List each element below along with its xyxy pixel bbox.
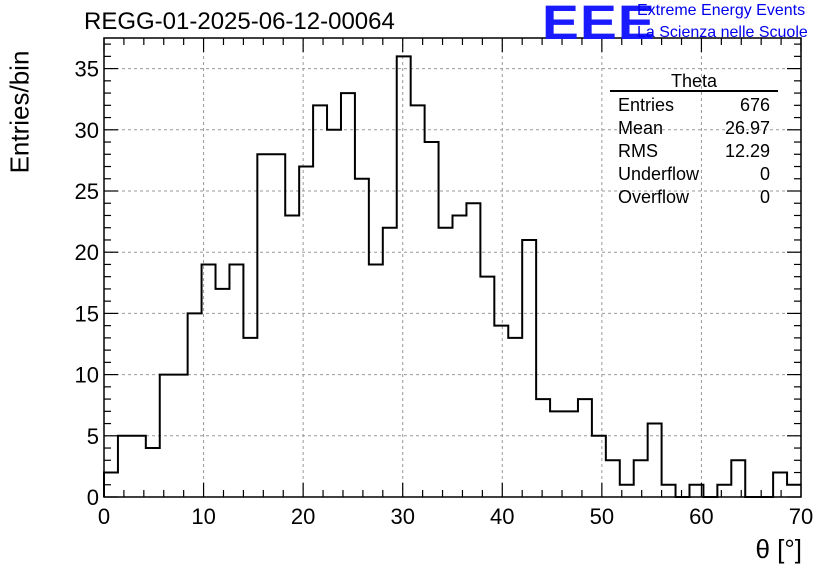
logo-line-1: Extreme Energy Events: [637, 2, 806, 19]
stats-row-overflow: Overflow 0: [610, 186, 778, 209]
x-tick-label: 30: [390, 504, 414, 529]
histogram-bin: [271, 154, 285, 497]
histogram-bin: [216, 289, 230, 497]
stats-value: 0: [759, 164, 770, 184]
stats-value: 26.97: [724, 118, 770, 138]
tick-labels: 0 10 20 30 40 50 60 70 0 5 10 15 20 25 30 35: [75, 57, 814, 529]
x-axis-label: θ [°]: [755, 534, 802, 564]
stats-label: Entries: [618, 95, 675, 115]
stats-title: Theta: [610, 72, 778, 92]
histogram-bin: [257, 154, 271, 497]
stats-row-underflow: Underflow 0: [610, 163, 778, 186]
stats-label: Underflow: [618, 164, 700, 184]
histogram-bin: [229, 264, 243, 497]
y-tick-label: 10: [75, 363, 99, 388]
histogram-bin: [466, 203, 480, 497]
y-tick-label: 25: [75, 179, 99, 204]
eee-logo: EEE: [542, 0, 656, 50]
histogram-bin: [411, 105, 425, 497]
y-tick-label: 5: [87, 424, 99, 449]
x-tick-label: 50: [590, 504, 614, 529]
y-tick-label: 15: [75, 301, 99, 326]
histogram-bin: [341, 93, 355, 497]
histogram-bin: [146, 448, 160, 497]
histogram-bin: [355, 179, 369, 497]
logo-line-2: La Scienza nelle Scuole: [637, 24, 808, 41]
histogram-bin: [397, 56, 411, 497]
stats-label: Overflow: [618, 187, 690, 207]
histogram-bin: [453, 215, 467, 497]
stats-box: Theta Entries 676 Mean 26.97 RMS 12.29 U…: [610, 72, 778, 209]
y-tick-label: 20: [75, 240, 99, 265]
y-tick-label: 35: [75, 57, 99, 82]
histogram-bin: [578, 399, 592, 497]
x-tick-label: 70: [789, 504, 813, 529]
y-tick-label: 30: [75, 118, 99, 143]
histogram-bin: [717, 485, 731, 497]
histogram-bin: [564, 411, 578, 497]
y-tick-label: 0: [87, 485, 99, 510]
stats-value: 676: [739, 95, 770, 115]
histogram-bin: [494, 326, 508, 497]
histogram-bin: [369, 264, 383, 497]
y-axis-label: Entries/bin: [4, 50, 35, 174]
axis-ticks: [103, 38, 802, 498]
stats-value: 12.29: [724, 141, 770, 161]
stats-row-mean: Mean 26.97: [610, 117, 778, 140]
histogram-bin: [662, 485, 676, 497]
x-tick-label: 60: [689, 504, 713, 529]
histogram-bin: [313, 105, 327, 497]
histogram-bin: [536, 399, 550, 497]
histogram-bin: [508, 338, 522, 497]
histogram-bin: [132, 436, 146, 497]
stats-row-rms: RMS 12.29: [610, 140, 778, 163]
histogram-bin: [480, 277, 494, 497]
x-tick-label: 20: [291, 504, 315, 529]
histogram-bin: [773, 473, 787, 497]
x-tick-label: 10: [191, 504, 215, 529]
histogram-bin: [731, 460, 745, 497]
histogram-bin: [118, 436, 132, 497]
stats-row-entries: Entries 676: [610, 94, 778, 117]
histogram-bin: [383, 228, 397, 497]
chart-title: REGG-01-2025-06-12-00064: [84, 8, 395, 35]
histogram-bin: [550, 411, 564, 497]
histogram-bin: [425, 142, 439, 497]
x-tick-label: 40: [490, 504, 514, 529]
plot-frame: [103, 37, 802, 498]
histogram-bin: [439, 228, 453, 497]
stats-label: RMS: [618, 141, 658, 161]
histogram-bin: [606, 460, 620, 497]
stats-value: 0: [759, 187, 770, 207]
histogram-bin: [592, 436, 606, 497]
histogram-bin: [787, 485, 801, 497]
histogram-bin: [188, 313, 202, 497]
histogram-bin: [285, 215, 299, 497]
histogram-bin: [174, 375, 188, 497]
grid-lines: [104, 38, 801, 497]
histogram-bin: [648, 424, 662, 497]
histogram-bin: [299, 167, 313, 497]
histogram-bin: [243, 338, 257, 497]
stats-label: Mean: [618, 118, 664, 138]
histogram-bin: [522, 240, 536, 497]
histogram-bin: [634, 460, 648, 497]
x-tick-label: 0: [98, 504, 110, 529]
